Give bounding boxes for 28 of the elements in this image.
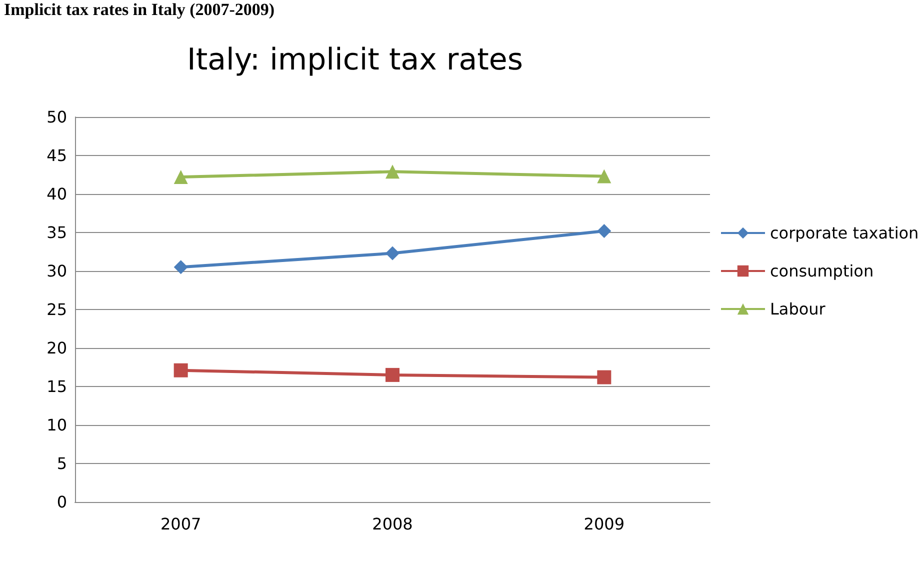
point [174, 363, 188, 378]
y-tick-label: 15 [46, 377, 67, 396]
y-tick-label: 25 [46, 300, 67, 319]
y-tick-label: 0 [56, 492, 67, 512]
y-tick-label: 30 [46, 262, 67, 280]
y-tick-label: 20 [46, 338, 67, 358]
point [386, 368, 400, 382]
point [386, 246, 400, 260]
point [597, 224, 612, 238]
legend-label: corporate taxation [770, 224, 919, 242]
point [386, 164, 400, 179]
point [597, 169, 612, 184]
y-tick-label: 40 [46, 184, 67, 204]
legend-label: Labour [770, 300, 826, 318]
x-tick-label: 2009 [584, 514, 625, 534]
x-tick-label: 2008 [372, 514, 413, 534]
x-tick-label: 2007 [160, 514, 202, 534]
y-tick-label: 35 [46, 223, 67, 242]
point [174, 170, 188, 184]
y-tick-label: 5 [56, 454, 67, 473]
point [597, 370, 612, 384]
chart-title: Italy: implicit tax rates [187, 42, 523, 78]
legend-label: consumption [770, 262, 874, 280]
y-tick-label: 45 [46, 146, 67, 165]
point [174, 260, 188, 274]
text: Implicit tax rates in Italy (2007-2009) [4, 0, 275, 20]
y-tick-label: 10 [46, 416, 67, 434]
y-tick-label: 50 [46, 108, 67, 126]
